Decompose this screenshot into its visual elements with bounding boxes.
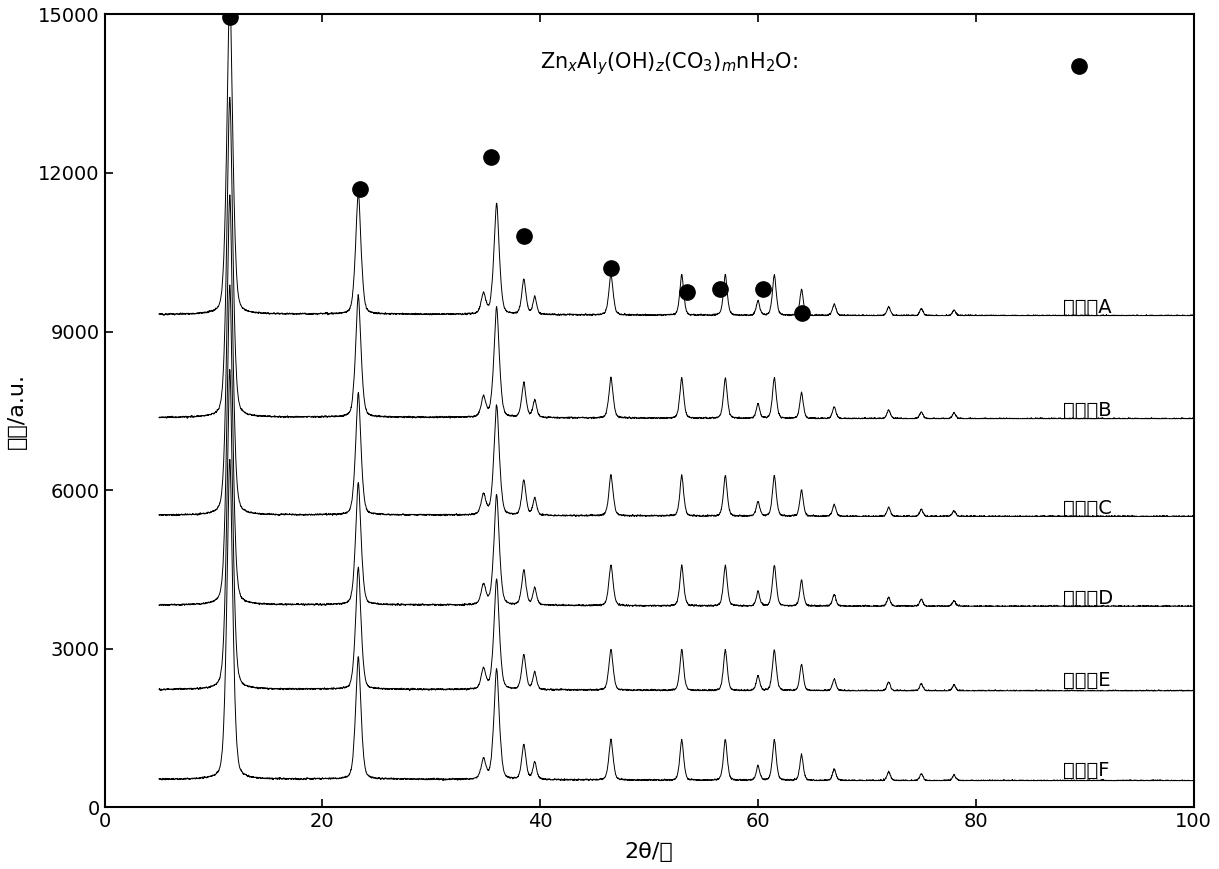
Text: 前驱体F: 前驱体F <box>1063 760 1109 779</box>
X-axis label: 2θ/度: 2θ/度 <box>624 842 673 862</box>
Y-axis label: 强度/a.u.: 强度/a.u. <box>7 373 27 448</box>
Text: 前驱体C: 前驱体C <box>1063 499 1112 518</box>
Text: 前驱体B: 前驱体B <box>1063 401 1112 421</box>
Text: 前驱体A: 前驱体A <box>1063 298 1112 317</box>
Text: 前驱体E: 前驱体E <box>1063 671 1111 690</box>
Text: 前驱体D: 前驱体D <box>1063 589 1113 607</box>
Text: Zn$_x$Al$_y$(OH)$_z$(CO$_3$)$_m$nH$_2$O:: Zn$_x$Al$_y$(OH)$_z$(CO$_3$)$_m$nH$_2$O: <box>540 50 798 77</box>
